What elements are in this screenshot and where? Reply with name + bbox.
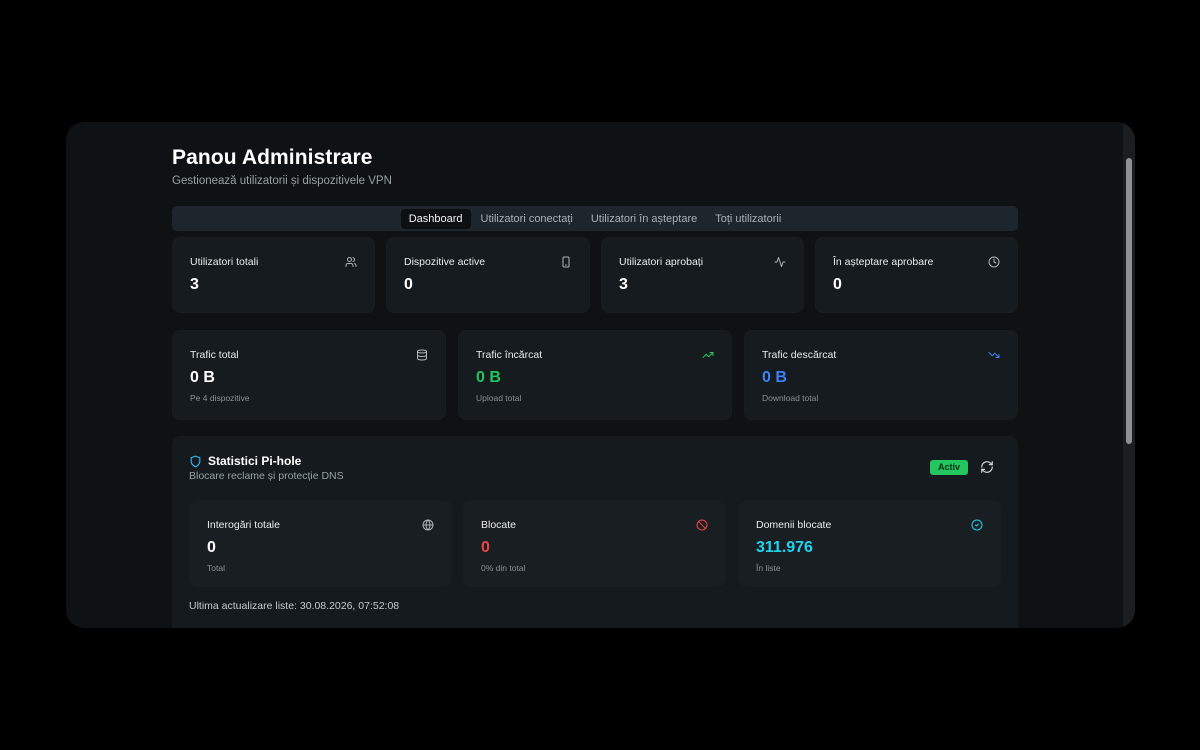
stat-value: 3 xyxy=(619,276,628,293)
status-badge: Activ xyxy=(929,460,968,475)
stat-value: 0 xyxy=(833,276,842,293)
scrollbar-track[interactable] xyxy=(1123,122,1135,628)
trending-down-icon xyxy=(988,349,1000,361)
traffic-sub: Pe 4 dispozitive xyxy=(190,393,250,403)
traffic-label: Trafic încărcat xyxy=(476,349,543,361)
tab-connected-users[interactable]: Utilizatori conectați xyxy=(480,212,573,225)
scrollbar-thumb[interactable] xyxy=(1126,158,1132,444)
traffic-sub: Upload total xyxy=(476,393,522,403)
traffic-value: 0 B xyxy=(762,369,787,386)
stat-value: 3 xyxy=(190,276,199,293)
stat-card-total-users: Utilizatori totali 3 xyxy=(172,237,375,313)
pihole-card-queries: Interogări totale 0 Total xyxy=(189,500,452,587)
tab-dashboard[interactable]: Dashboard xyxy=(400,208,471,229)
pihole-card-value: 0 xyxy=(481,539,490,556)
pihole-card-value: 0 xyxy=(207,539,216,556)
stat-label: Dispozitive active xyxy=(404,256,486,268)
stat-label: Utilizatori totali xyxy=(190,256,259,268)
smartphone-icon xyxy=(560,256,572,268)
traffic-sub: Download total xyxy=(762,393,819,403)
last-update-text: Ultima actualizare liste: 30.08.2026, 07… xyxy=(189,600,400,612)
stat-card-active-devices: Dispozitive active 0 xyxy=(386,237,590,313)
page-title: Panou Administrare xyxy=(172,146,373,169)
users-icon xyxy=(345,256,357,268)
stat-card-pending-approval: În așteptare aprobare 0 xyxy=(815,237,1018,313)
pihole-card-label: Domenii blocate xyxy=(756,519,832,531)
trending-up-icon xyxy=(702,349,714,361)
pihole-subtitle: Blocare reclame și protecție DNS xyxy=(189,470,344,482)
refresh-icon[interactable] xyxy=(980,460,994,474)
check-circle-icon xyxy=(971,519,983,531)
stat-card-approved-users: Utilizatori aprobați 3 xyxy=(601,237,804,313)
page-subtitle: Gestionează utilizatorii și dispozitivel… xyxy=(172,175,392,187)
globe-icon xyxy=(422,519,434,531)
clock-icon xyxy=(988,256,1000,268)
tab-all-users[interactable]: Toți utilizatorii xyxy=(715,212,782,225)
pihole-card-label: Interogări totale xyxy=(207,519,280,531)
tabs-bar: Dashboard Utilizatori conectați Utilizat… xyxy=(172,206,1018,231)
traffic-card-upload: Trafic încărcat 0 B Upload total xyxy=(458,330,732,420)
stat-label: În așteptare aprobare xyxy=(833,256,934,268)
pihole-card-sub: În liste xyxy=(756,563,781,573)
stat-label: Utilizatori aprobați xyxy=(619,256,704,268)
ban-icon xyxy=(696,519,708,531)
pihole-card-sub: 0% din total xyxy=(481,563,526,573)
traffic-card-total: Trafic total 0 B Pe 4 dispozitive xyxy=(172,330,446,420)
traffic-value: 0 B xyxy=(476,369,501,386)
stat-value: 0 xyxy=(404,276,413,293)
database-icon xyxy=(416,349,428,361)
pihole-card-blocked: Blocate 0 0% din total xyxy=(463,500,726,587)
pihole-section: Statistici Pi-hole Blocare reclame și pr… xyxy=(172,436,1018,628)
traffic-value: 0 B xyxy=(190,369,215,386)
activity-icon xyxy=(774,256,786,268)
app-window: Panou Administrare Gestionează utilizato… xyxy=(66,122,1135,628)
traffic-label: Trafic descărcat xyxy=(762,349,837,361)
pihole-card-domains: Domenii blocate 311.976 În liste xyxy=(738,500,1001,587)
pihole-card-value: 311.976 xyxy=(756,539,813,556)
pihole-header: Statistici Pi-hole xyxy=(189,454,301,468)
traffic-card-download: Trafic descărcat 0 B Download total xyxy=(744,330,1018,420)
shield-icon xyxy=(189,455,202,468)
pihole-card-label: Blocate xyxy=(481,519,517,531)
pihole-card-sub: Total xyxy=(207,563,225,573)
tab-pending-users[interactable]: Utilizatori în așteptare xyxy=(590,212,698,225)
traffic-label: Trafic total xyxy=(190,349,239,361)
pihole-title: Statistici Pi-hole xyxy=(208,454,302,468)
